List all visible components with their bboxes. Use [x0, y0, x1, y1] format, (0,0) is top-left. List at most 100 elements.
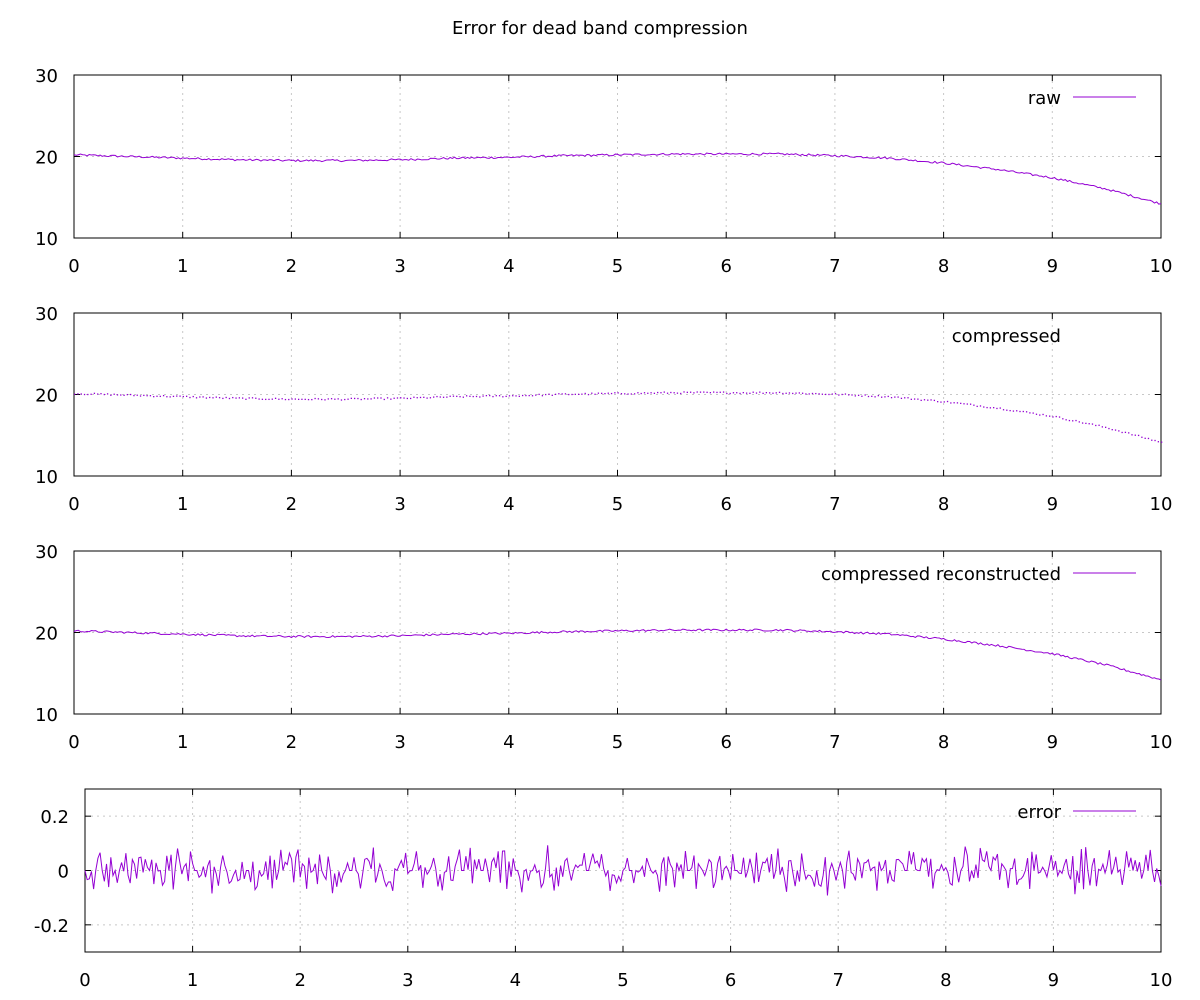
x-tick-label: 5: [612, 256, 623, 277]
data-point: [960, 402, 962, 405]
data-point: [103, 393, 105, 396]
data-point: [106, 393, 109, 395]
data-point: [383, 398, 385, 401]
data-point: [663, 391, 665, 393]
data-point: [666, 392, 669, 394]
data-point: [492, 395, 494, 398]
data-point: [696, 391, 698, 393]
data-point: [703, 391, 705, 393]
data-point: [1137, 434, 1140, 437]
data-point: [225, 396, 227, 399]
data-point: [288, 398, 290, 401]
data-point: [713, 391, 715, 393]
data-point: [255, 397, 257, 399]
y-tick-label: 0.2: [40, 807, 69, 828]
data-point: [195, 397, 198, 399]
data-point: [643, 392, 646, 394]
data-point: [413, 396, 415, 398]
data-point: [620, 393, 623, 395]
data-point: [1035, 413, 1038, 415]
data-point: [610, 392, 613, 395]
data-point: [222, 397, 224, 400]
data-point: [1161, 441, 1163, 443]
data-point: [340, 399, 343, 401]
data-point: [1118, 430, 1120, 432]
series-points-compressed: [74, 391, 1163, 443]
data-point: [755, 392, 758, 394]
data-point: [1065, 419, 1067, 421]
data-point: [633, 393, 636, 395]
data-point: [1095, 424, 1097, 427]
data-point: [745, 392, 748, 394]
x-tick-label: 2: [286, 732, 297, 753]
data-point: [1052, 416, 1054, 418]
data-point: [403, 397, 405, 399]
data-point: [538, 393, 540, 396]
data-point: [640, 392, 642, 395]
data-point: [1002, 409, 1005, 411]
data-point: [976, 405, 978, 408]
data-point: [778, 391, 781, 394]
data-point: [505, 395, 507, 398]
data-point: [881, 396, 883, 398]
y-tick-label: 20: [35, 148, 58, 169]
data-point: [607, 392, 609, 394]
data-point: [1134, 434, 1136, 436]
y-tick-label: 10: [35, 229, 58, 250]
x-tick-label: 8: [940, 970, 951, 991]
data-point: [172, 395, 175, 398]
data-point: [357, 397, 359, 400]
data-point: [887, 395, 889, 398]
panel-2: 0 1 2 3 4 5 6 7 8 9 10 10 20 30 compressed: [35, 304, 1172, 515]
x-tick-label: 8: [938, 256, 949, 277]
x-tick-label: 10: [1150, 494, 1173, 515]
data-point: [525, 394, 527, 397]
data-point: [601, 392, 603, 395]
data-point: [465, 395, 468, 397]
data-point: [657, 391, 659, 394]
data-point: [350, 397, 352, 399]
data-point: [324, 399, 326, 401]
data-point: [136, 394, 138, 396]
data-point: [1049, 415, 1051, 417]
data-point: [854, 395, 856, 397]
data-point: [156, 395, 158, 397]
data-point: [245, 398, 247, 400]
data-point: [205, 397, 208, 399]
y-tick-label: 20: [35, 386, 58, 407]
data-point: [894, 396, 896, 398]
data-point: [146, 395, 148, 397]
data-point: [673, 392, 675, 394]
data-point: [1141, 436, 1143, 438]
data-point: [508, 395, 511, 397]
data-point: [1072, 420, 1074, 422]
data-point: [571, 393, 573, 396]
data-point: [304, 398, 306, 401]
data-point: [683, 391, 685, 393]
data-point: [97, 393, 99, 395]
x-tick-label: 6: [720, 494, 731, 515]
data-point: [1157, 441, 1160, 443]
data-point: [706, 391, 708, 393]
x-tick-label: 3: [394, 256, 405, 277]
data-point: [604, 392, 606, 395]
data-point: [1091, 423, 1094, 425]
data-point: [1105, 426, 1107, 428]
data-point: [143, 394, 145, 397]
data-point: [871, 395, 873, 397]
data-point: [439, 396, 441, 398]
data-point: [419, 396, 422, 399]
data-point: [248, 397, 250, 399]
data-point: [587, 393, 590, 396]
panel-4: 0 1 2 3 4 5 6 7 8 9 10 -0.2 0 0.2 error: [34, 788, 1172, 991]
data-point: [825, 393, 827, 396]
data-point: [77, 393, 79, 395]
data-point: [87, 393, 89, 396]
data-point: [1131, 434, 1133, 436]
data-point: [1108, 427, 1110, 430]
y-tick-label: 10: [35, 467, 58, 488]
x-tick-label: 6: [720, 732, 731, 753]
data-point: [149, 395, 152, 397]
